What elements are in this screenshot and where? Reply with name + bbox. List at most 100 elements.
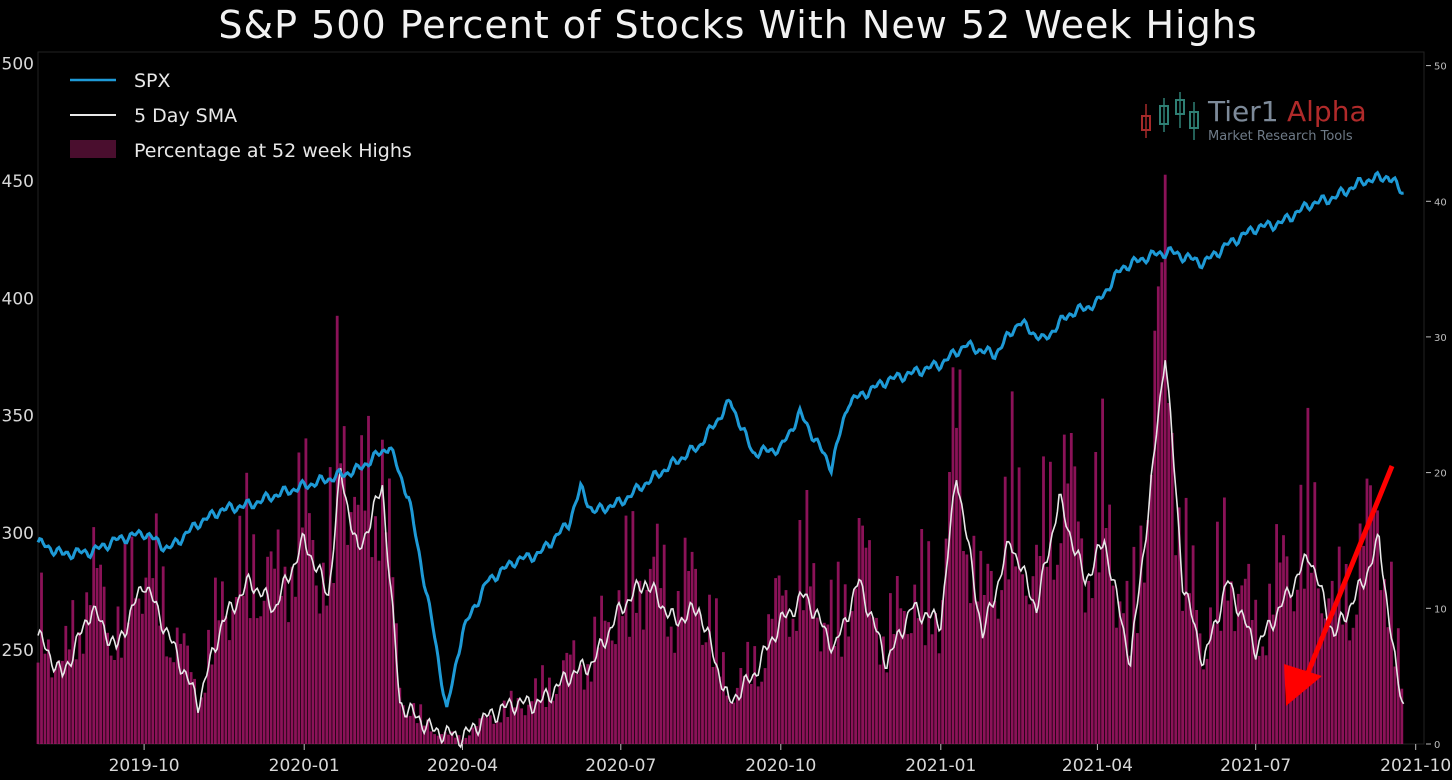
bar (224, 616, 228, 744)
bar (234, 597, 238, 744)
bar (363, 510, 367, 744)
bar (464, 737, 468, 744)
bar (294, 596, 297, 744)
bar (836, 561, 840, 744)
bar (395, 623, 398, 744)
bar (815, 617, 819, 744)
bar (43, 653, 47, 744)
y-axis-right: 50 40 30 20 10 0 (1426, 62, 1447, 751)
bar (996, 618, 1000, 744)
y-tick-left: 500 (2, 55, 34, 75)
bar (655, 523, 659, 744)
bar (742, 675, 746, 744)
bar (767, 614, 770, 744)
bar (1226, 600, 1230, 744)
bar (1348, 640, 1351, 744)
bar (930, 634, 934, 744)
bar (589, 681, 593, 744)
bar (520, 708, 523, 744)
bar (548, 677, 551, 744)
bar (781, 595, 784, 744)
bar (1282, 535, 1285, 744)
bar (840, 656, 844, 744)
bar (1191, 545, 1195, 744)
bar (711, 667, 715, 744)
bar (1118, 601, 1122, 744)
bar (297, 452, 301, 744)
bar (1125, 580, 1129, 744)
bar (617, 590, 621, 744)
bar (1066, 483, 1070, 744)
bar (1003, 476, 1007, 744)
bar (934, 613, 937, 744)
bar (541, 665, 544, 744)
bar (621, 616, 624, 744)
bar (673, 652, 677, 744)
bar (972, 535, 976, 744)
bar (1358, 523, 1362, 744)
bar (986, 563, 990, 744)
bar (71, 600, 75, 744)
y-tick-left: 300 (2, 524, 34, 544)
bar (321, 562, 325, 744)
bar (450, 731, 454, 744)
bar (1216, 521, 1219, 744)
bar (1028, 604, 1031, 744)
bar (899, 608, 903, 744)
bar (676, 591, 680, 744)
bar (1177, 507, 1181, 744)
bar (130, 536, 134, 744)
bar (1365, 478, 1369, 744)
bar (238, 515, 242, 744)
bar (1390, 561, 1393, 744)
bar (1094, 452, 1098, 744)
bar (568, 654, 572, 744)
bar (1069, 433, 1073, 744)
bar (1038, 556, 1042, 744)
bar (203, 692, 207, 744)
bar (189, 672, 193, 744)
bar (902, 611, 906, 744)
bar (67, 649, 71, 744)
bar (1149, 474, 1153, 744)
bar (436, 735, 440, 744)
bar (120, 657, 123, 744)
bar (214, 577, 217, 744)
bar (948, 472, 951, 744)
bars-series (36, 174, 1404, 744)
bar (558, 685, 562, 744)
bar (1316, 588, 1320, 744)
bar (1017, 467, 1021, 744)
bar (1219, 630, 1223, 744)
bar (774, 578, 777, 744)
bar (259, 616, 263, 744)
bar (753, 646, 757, 744)
bar (1024, 595, 1028, 744)
bar (1337, 546, 1341, 744)
bar (353, 496, 356, 744)
bar (1035, 544, 1038, 744)
x-tick-label: 2020-01 (269, 756, 340, 776)
bar (346, 544, 349, 744)
bar (1212, 624, 1216, 744)
x-tick-label: 2021-01 (905, 756, 976, 776)
bar (1153, 330, 1157, 744)
bar (944, 538, 948, 744)
bar (356, 504, 360, 744)
bar (280, 595, 283, 744)
bar (1386, 627, 1390, 744)
bar (1198, 633, 1202, 744)
bar (1275, 524, 1278, 744)
bar (506, 717, 510, 744)
bar (809, 586, 812, 744)
bar (1052, 579, 1056, 744)
bar (1330, 580, 1334, 744)
bar (495, 721, 499, 744)
bar (374, 516, 377, 744)
bar (391, 577, 395, 744)
bar (471, 727, 475, 744)
candlestick-logo-icon (1141, 92, 1199, 140)
bar (61, 660, 64, 744)
bar (342, 426, 346, 744)
bar (628, 636, 631, 744)
